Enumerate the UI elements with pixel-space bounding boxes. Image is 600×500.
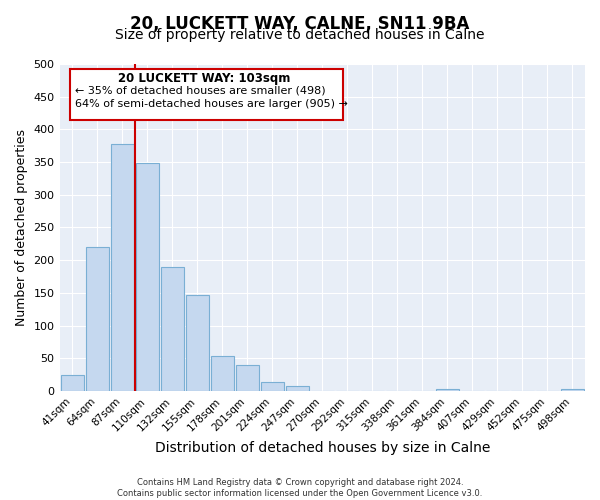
Bar	[261, 382, 284, 391]
Bar	[286, 386, 309, 391]
Bar	[236, 365, 259, 391]
Bar	[185, 296, 209, 391]
Bar	[86, 247, 109, 391]
Text: 64% of semi-detached houses are larger (905) →: 64% of semi-detached houses are larger (…	[76, 99, 348, 109]
Bar	[436, 389, 459, 391]
Text: ← 35% of detached houses are smaller (498): ← 35% of detached houses are smaller (49…	[76, 86, 326, 96]
Text: 20, LUCKETT WAY, CALNE, SN11 9BA: 20, LUCKETT WAY, CALNE, SN11 9BA	[130, 15, 470, 33]
Text: Contains HM Land Registry data © Crown copyright and database right 2024.
Contai: Contains HM Land Registry data © Crown c…	[118, 478, 482, 498]
Bar	[161, 266, 184, 391]
Bar	[211, 356, 233, 391]
Bar	[110, 144, 134, 391]
Text: 20 LUCKETT WAY: 103sqm: 20 LUCKETT WAY: 103sqm	[118, 72, 290, 85]
Text: Size of property relative to detached houses in Calne: Size of property relative to detached ho…	[115, 28, 485, 42]
Bar	[136, 164, 158, 391]
Bar	[61, 374, 83, 391]
X-axis label: Distribution of detached houses by size in Calne: Distribution of detached houses by size …	[155, 441, 490, 455]
FancyBboxPatch shape	[70, 69, 343, 119]
Y-axis label: Number of detached properties: Number of detached properties	[15, 129, 28, 326]
Bar	[561, 389, 584, 391]
